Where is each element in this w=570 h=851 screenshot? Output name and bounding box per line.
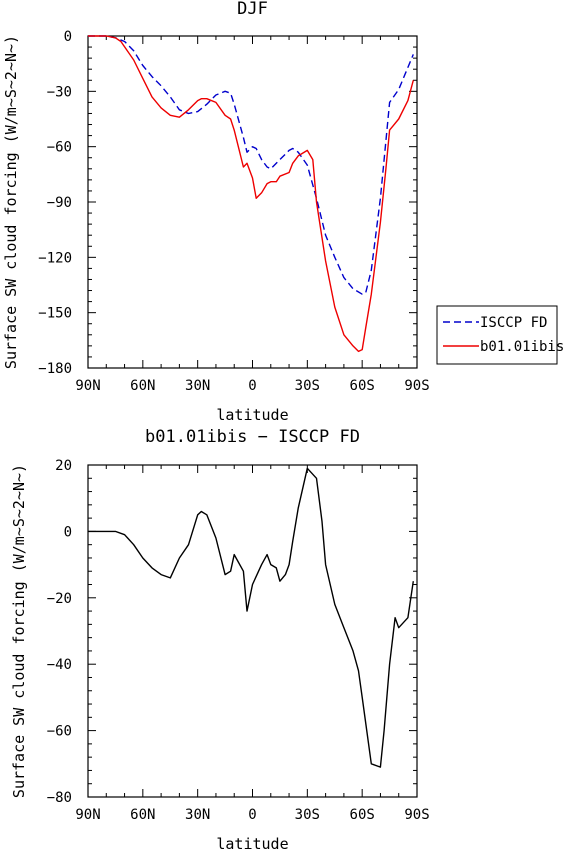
plot-frame [87, 464, 418, 798]
chart-title: DJF [237, 0, 268, 19]
y-tick-label: −60 [47, 724, 72, 740]
y-tick-label: −90 [47, 195, 72, 211]
y-tick-label: −30 [47, 84, 72, 100]
x-tick-label: 30S [295, 378, 320, 394]
y-tick-label: −40 [47, 657, 72, 673]
x-axis-label: latitude [216, 835, 288, 851]
y-tick-label: −80 [47, 790, 72, 806]
x-tick-label: 30N [185, 378, 210, 394]
x-tick-label: 60N [130, 378, 155, 394]
legend: ISCCP FD b01.01ibis [436, 305, 564, 365]
chart-title: b01.01ibis − ISCCP FD [145, 427, 360, 447]
y-axis-label: Surface SW cloud forcing (W/m~S~2~N~) [2, 35, 20, 369]
y-tick-label: −180 [38, 361, 72, 377]
series-line-b01-01ibis [88, 35, 414, 353]
legend-entry: b01.01ibis [480, 339, 564, 355]
x-tick-label: 90S [404, 807, 429, 823]
series-line-isccp-fd [88, 35, 414, 295]
y-tick-label: 20 [55, 458, 72, 474]
x-tick-label: 60N [130, 807, 155, 823]
x-tick-label: 30S [295, 807, 320, 823]
y-axis-label: Surface SW cloud forcing (W/m~S~2~N~) [10, 464, 28, 798]
y-tick-label: 0 [64, 29, 72, 45]
top-panel-djf: DJF 90N 60N 30N 0 30S 60S 90S 0 −30 −60 −90 −120 −150… [2, 0, 564, 424]
x-tick-label: 60S [350, 378, 375, 394]
y-tick-label: 0 [64, 524, 72, 540]
x-tick-label: 90S [404, 378, 429, 394]
legend-box [436, 305, 558, 365]
x-axis-label: latitude [216, 406, 288, 424]
y-tick-label: −60 [47, 140, 72, 156]
y-tick-label: −20 [47, 591, 72, 607]
bottom-panel-difference: b01.01ibis − ISCCP FD 90N 60N 30N 0 30S 60S 90S… [10, 427, 430, 851]
legend-entry: ISCCP FD [480, 315, 547, 331]
y-tick-label: −120 [38, 250, 72, 266]
x-tick-label: 90N [75, 807, 100, 823]
y-tick-label: −150 [38, 306, 72, 322]
x-tick-label: 90N [75, 378, 100, 394]
x-tick-label: 30N [185, 807, 210, 823]
x-tick-label: 60S [350, 807, 375, 823]
x-tick-label: 0 [248, 807, 256, 823]
series-line-difference [88, 467, 414, 768]
x-tick-label: 0 [248, 378, 256, 394]
